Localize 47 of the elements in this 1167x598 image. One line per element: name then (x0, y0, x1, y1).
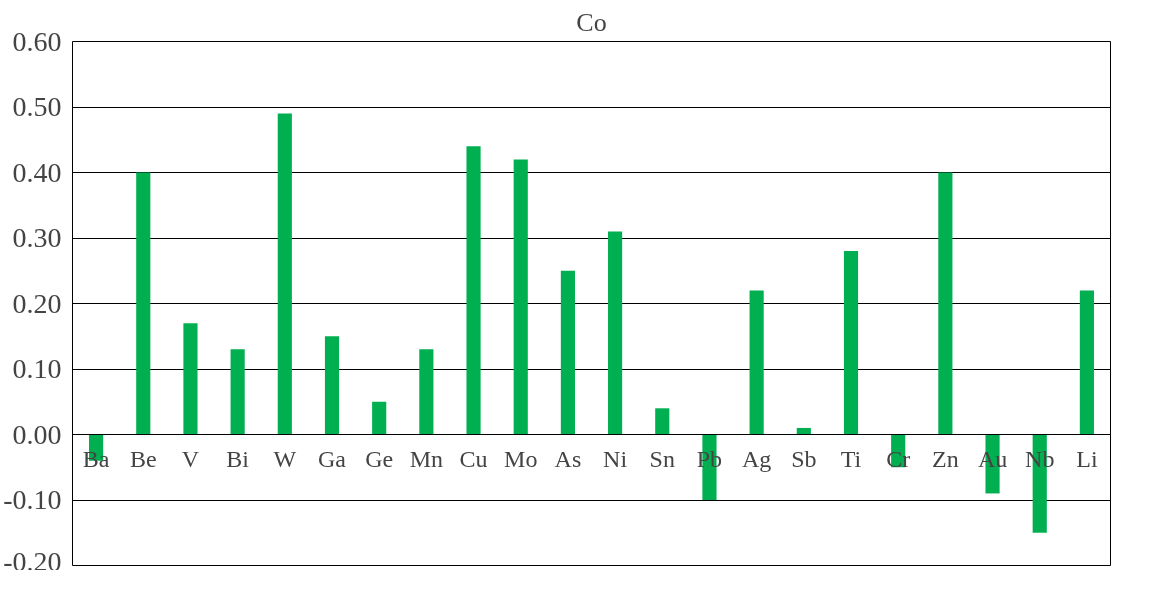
bar (419, 349, 434, 435)
x-tick-label: Au (977, 445, 1008, 472)
x-tick-label: W (273, 445, 297, 472)
x-tick-label: Ag (741, 445, 772, 472)
x-tick-label: Zn (932, 445, 959, 472)
bar (560, 270, 575, 435)
y-tick-label: 0.20 (12, 287, 62, 319)
bar (136, 172, 151, 435)
x-tick-label: Ti (840, 445, 862, 472)
x-tick-label: Ge (365, 445, 394, 472)
bar (1079, 290, 1094, 435)
bar (749, 290, 764, 435)
bar (277, 113, 292, 435)
bar (938, 172, 953, 435)
bar (843, 251, 859, 435)
x-tick-label: Sn (649, 445, 675, 472)
y-tick-label: 0.30 (12, 222, 62, 253)
y-tick-label: 0.50 (12, 91, 62, 122)
y-tick-label: -0.20 (3, 545, 62, 577)
chart-title: Co (576, 7, 607, 37)
x-tick-label: Mo (504, 445, 538, 472)
x-tick-label: Ni (603, 445, 628, 472)
bar (796, 427, 811, 435)
bar (608, 231, 623, 435)
bar (324, 336, 340, 435)
x-tick-label: Li (1076, 445, 1098, 472)
y-tick-label: 0.40 (12, 156, 62, 188)
y-tick-label: -0.10 (3, 484, 62, 515)
bar (230, 349, 245, 435)
x-tick-label: Mn (409, 445, 444, 472)
x-tick-label: As (554, 445, 582, 472)
y-tick-label: 0.00 (12, 418, 62, 450)
x-tick-label: Be (129, 445, 157, 472)
x-tick-label: Bi (226, 445, 250, 472)
y-tick-label: 0.60 (12, 25, 62, 57)
y-tick-label: 0.10 (12, 353, 62, 384)
bar (655, 408, 670, 435)
x-tick-label: V (181, 445, 200, 472)
bar (183, 323, 198, 435)
x-tick-label: Nb (1025, 445, 1055, 472)
x-tick-label: Ga (318, 445, 347, 472)
bar (372, 401, 387, 435)
bar (466, 146, 481, 435)
x-tick-label: Sb (791, 445, 817, 472)
x-tick-label: Cu (459, 445, 488, 472)
bar (513, 159, 528, 435)
x-tick-label: Ba (82, 445, 110, 472)
